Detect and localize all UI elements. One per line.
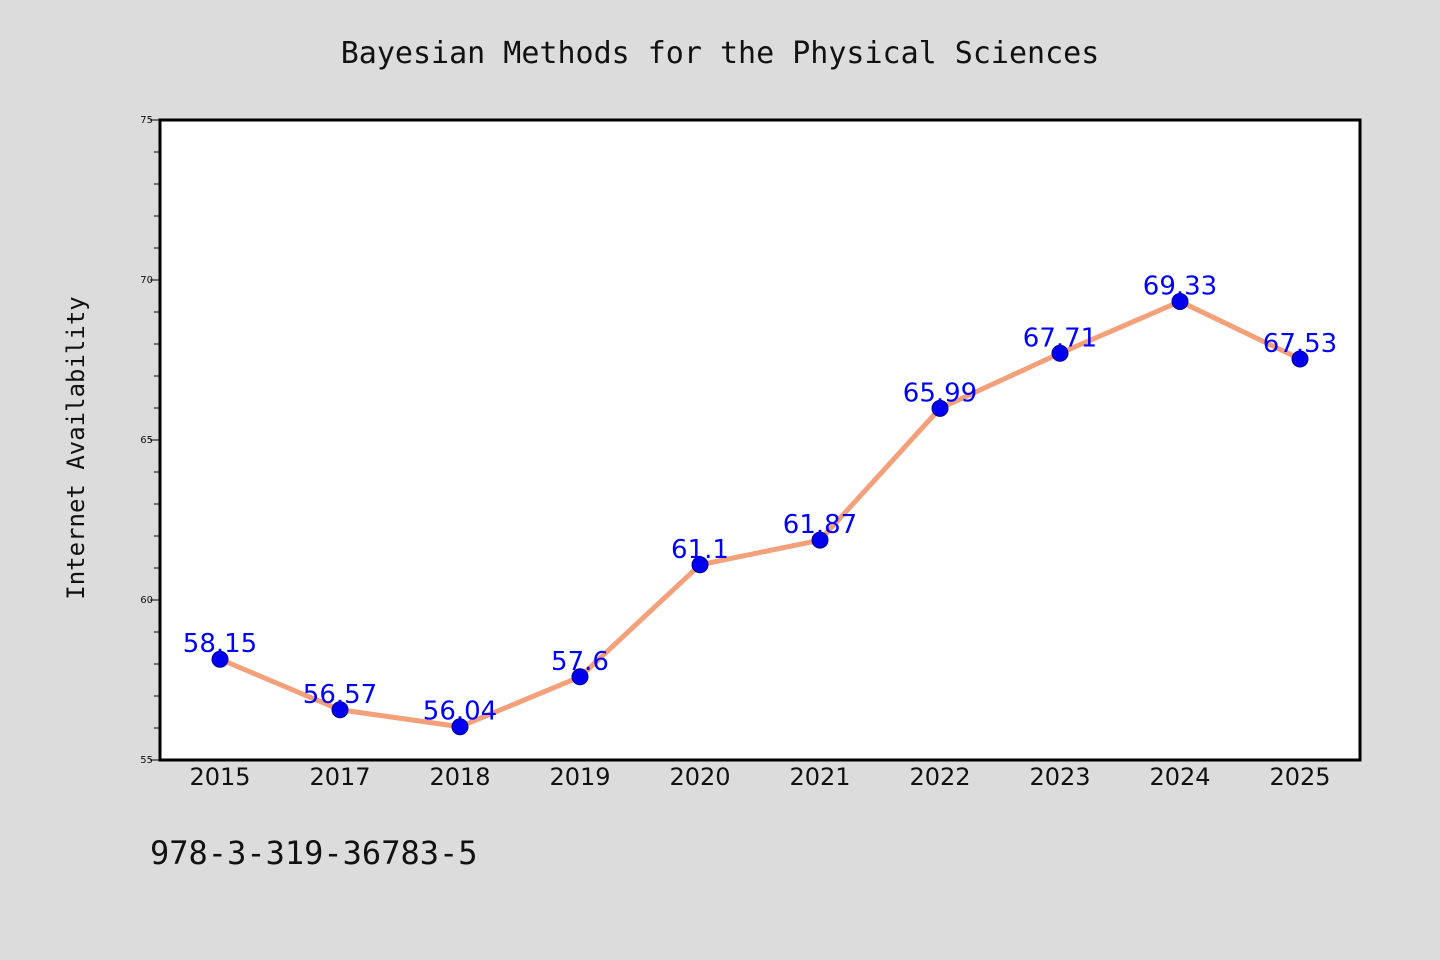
x-tick-label: 2023 bbox=[1029, 763, 1090, 791]
y-tick-label: 75 bbox=[140, 115, 153, 126]
x-tick-label: 2025 bbox=[1269, 763, 1330, 791]
x-tick-label: 2015 bbox=[189, 763, 250, 791]
x-tick-label: 2019 bbox=[549, 763, 610, 791]
data-label: 58.15 bbox=[183, 629, 257, 659]
plot-frame bbox=[158, 118, 1362, 762]
x-tick-label: 2017 bbox=[309, 763, 370, 791]
data-label: 56.04 bbox=[423, 697, 497, 727]
data-point bbox=[211, 650, 229, 668]
y-tick-label: 55 bbox=[140, 755, 153, 766]
x-tick-label: 2018 bbox=[429, 763, 490, 791]
x-axis: 2015 2017 2018 2019 2020 2021 2022 2023 2024 2025 bbox=[189, 763, 1330, 791]
data-label: 67.53 bbox=[1263, 329, 1337, 359]
data-label: 61.87 bbox=[783, 510, 857, 540]
chart-title: Bayesian Methods for the Physical Scienc… bbox=[341, 36, 1100, 71]
y-axis-label: Internet Availability bbox=[62, 296, 90, 599]
data-label: 67.71 bbox=[1023, 323, 1097, 353]
plot-area bbox=[160, 120, 1360, 760]
data-label: 61.1 bbox=[671, 535, 729, 565]
data-point bbox=[1171, 292, 1189, 310]
data-point bbox=[691, 556, 709, 574]
series-line bbox=[217, 298, 1303, 730]
series-layer: 58.15 56.57 56.04 57.6 61.1 61.87 65.99 67.71 69… bbox=[183, 271, 1337, 736]
data-label: 69.33 bbox=[1143, 271, 1217, 301]
x-tick-label: 2024 bbox=[1149, 763, 1210, 791]
data-point bbox=[571, 668, 589, 686]
data-label: 65.99 bbox=[903, 378, 977, 408]
isbn-footer: 978-3-319-36783-5 bbox=[150, 834, 478, 872]
y-tick-label: 70 bbox=[140, 275, 153, 286]
x-tick-label: 2020 bbox=[669, 763, 730, 791]
y-tick-label: 60 bbox=[140, 595, 153, 606]
x-tick-label: 2021 bbox=[789, 763, 850, 791]
x-tick-label: 2022 bbox=[909, 763, 970, 791]
data-point bbox=[331, 701, 349, 719]
data-label: 56.57 bbox=[303, 680, 377, 710]
data-point bbox=[451, 718, 469, 736]
data-label: 57.6 bbox=[551, 647, 609, 677]
data-point bbox=[811, 531, 829, 549]
data-point bbox=[1051, 344, 1069, 362]
data-point bbox=[931, 399, 949, 417]
data-point bbox=[1291, 350, 1309, 368]
y-tick-label: 65 bbox=[140, 435, 153, 446]
